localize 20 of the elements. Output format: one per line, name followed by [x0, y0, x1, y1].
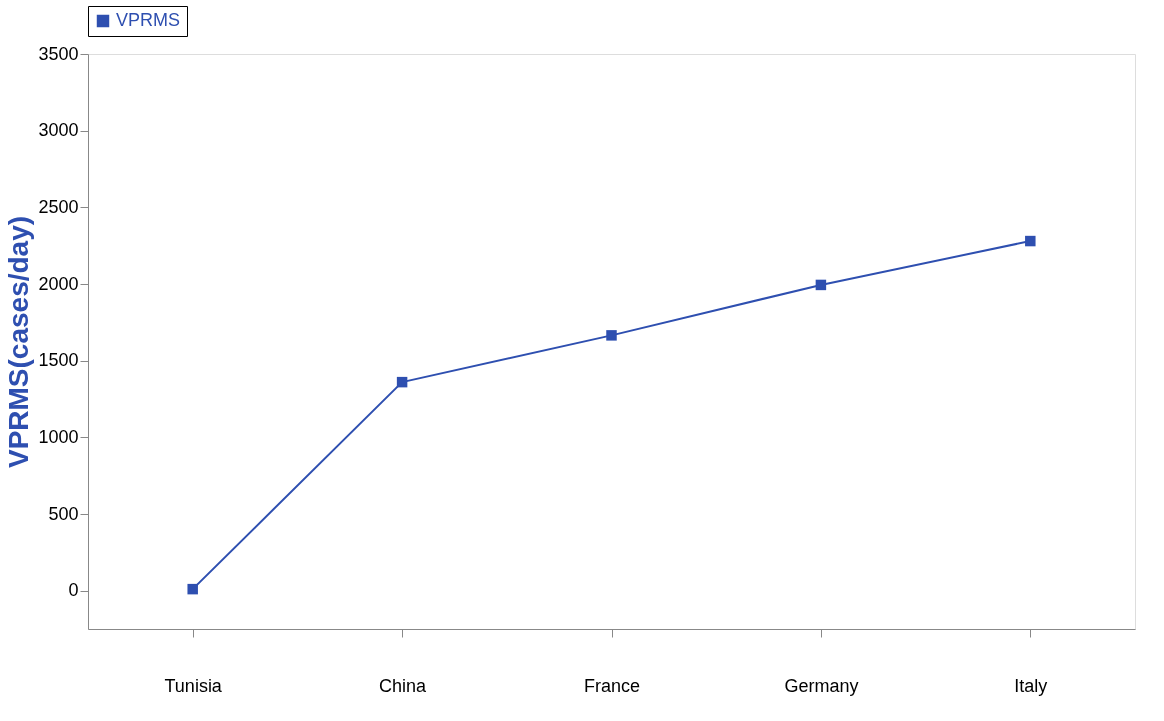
point — [1025, 235, 1036, 247]
legend-label: VPRMS — [116, 10, 181, 30]
x-tick-label: Tunisia — [164, 675, 223, 696]
point — [815, 279, 827, 291]
x-tick-label: Italy — [1014, 675, 1048, 696]
y-tick-label: 1500 — [38, 350, 79, 371]
y-tick-label: 1000 — [38, 426, 79, 447]
y-axis-title: VPRMS(cases/day) — [3, 215, 35, 469]
point — [187, 583, 198, 595]
y-tick-label: 3500 — [38, 43, 79, 64]
y-tick-label: 2000 — [38, 273, 79, 294]
y-tick-label: 0 — [68, 580, 79, 601]
y-tick-label: 2500 — [38, 196, 79, 217]
y-tick-label: 500 — [48, 503, 79, 524]
x-tick-label: France — [583, 675, 641, 696]
x-tick-label: Germany — [784, 675, 859, 696]
y-tick-label: 3000 — [38, 120, 79, 141]
point — [396, 376, 408, 388]
x-tick-label: China — [379, 675, 428, 696]
point — [606, 330, 617, 341]
